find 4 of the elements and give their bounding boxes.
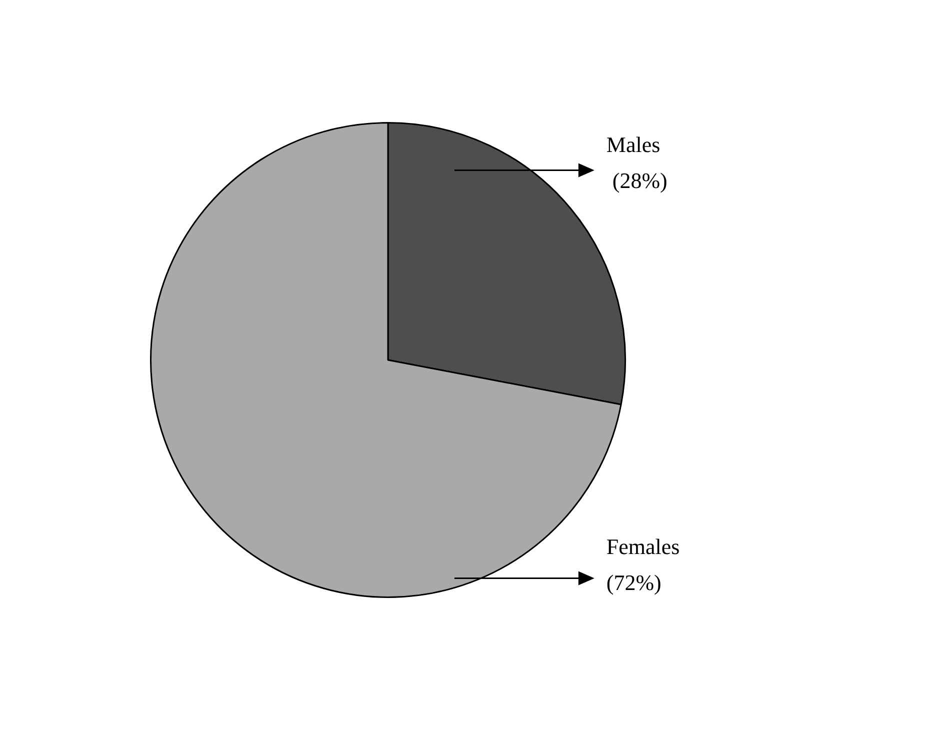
data-label: (28%) [612,168,668,193]
slice-label: Males [606,132,660,157]
slice-label: Females [606,534,680,560]
data-label: (72%) [606,570,662,596]
